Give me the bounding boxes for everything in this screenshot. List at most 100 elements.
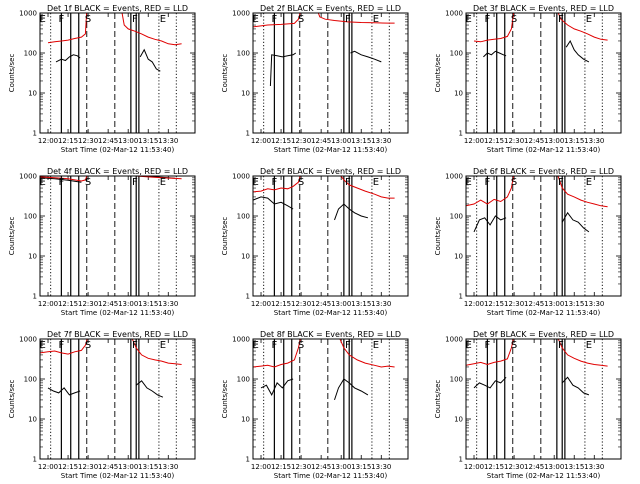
x-axis-label: Start Time (02-Mar-12 11:53:40): [274, 146, 388, 154]
x-tick-label: 12:45: [524, 463, 544, 471]
phase-marker: E: [40, 177, 46, 188]
x-tick-label: 13:30: [371, 300, 391, 308]
panel-det-2f: Det 2f BLACK = Events, RED = LLD Counts/s…: [221, 4, 409, 154]
phase-marker: E: [373, 340, 379, 351]
x-tick-label: 13:15: [351, 463, 371, 471]
x-tick-label: 13:30: [371, 463, 391, 471]
x-tick-label: 13:30: [158, 463, 178, 471]
phase-marker: F: [271, 177, 277, 188]
phase-marker: F: [271, 340, 277, 351]
y-tick-label: 1000: [19, 10, 37, 18]
phase-marker: E: [586, 340, 592, 351]
series-line-events: [269, 52, 297, 87]
y-tick-label: 1000: [445, 10, 463, 18]
y-tick-label: 10: [454, 90, 463, 98]
panel-title: Det 3f BLACK = Events, RED = LLD: [473, 4, 614, 13]
phase-marker: E: [586, 14, 592, 25]
series-line-lld: [47, 13, 88, 44]
phase-marker: E: [253, 177, 259, 188]
phase-marker: F: [345, 340, 351, 351]
phase-marker: F: [345, 14, 351, 25]
panel-plot-area: [40, 339, 182, 459]
x-tick-label: 13:15: [138, 137, 158, 145]
phase-marker: F: [132, 177, 138, 188]
series-line-lld: [557, 176, 608, 208]
series-line-events: [473, 376, 507, 389]
phase-marker: F: [484, 340, 490, 351]
x-tick-label: 12:00: [38, 137, 58, 145]
phase-marker: F: [558, 340, 564, 351]
series-line-lld: [131, 339, 182, 365]
x-tick-label: 13:15: [564, 463, 584, 471]
x-tick-label: 12:00: [464, 300, 484, 308]
x-tick-label: 13:15: [351, 300, 371, 308]
x-tick-label: 12:00: [251, 300, 271, 308]
panel-frame: [252, 338, 409, 460]
x-tick-label: 12:15: [484, 463, 504, 471]
phase-marker: E: [160, 177, 166, 188]
x-tick-label: 12:15: [58, 300, 78, 308]
y-tick-label: 1000: [445, 173, 463, 181]
x-tick-label: 12:00: [464, 137, 484, 145]
x-tick-label: 13:00: [118, 137, 138, 145]
y-tick-label: 1000: [19, 336, 37, 344]
phase-marker: F: [132, 340, 138, 351]
phase-marker: E: [466, 14, 472, 25]
phase-marker: F: [58, 14, 64, 25]
x-tick-label: 13:00: [331, 137, 351, 145]
phase-marker: F: [58, 177, 64, 188]
y-tick-label: 1000: [232, 10, 250, 18]
series-line-lld: [40, 339, 88, 355]
x-tick-label: 13:30: [371, 137, 391, 145]
y-tick-label: 1000: [19, 173, 37, 181]
x-tick-label: 13:30: [584, 300, 604, 308]
y-tick-label: 10: [241, 416, 250, 424]
panel-plot-area: [473, 13, 608, 133]
y-tick-label: 100: [237, 376, 250, 384]
x-tick-label: 12:00: [251, 137, 271, 145]
y-tick-label: 10: [28, 416, 37, 424]
y-tick-label: 1: [459, 456, 463, 464]
panel-frame: [39, 12, 196, 134]
x-axis-label: Start Time (02-Mar-12 11:53:40): [487, 309, 601, 317]
series-line-lld: [339, 339, 395, 368]
x-tick-label: 12:45: [524, 137, 544, 145]
panel-frame: [465, 175, 622, 297]
x-tick-label: 13:00: [544, 137, 564, 145]
y-tick-label: 1: [459, 293, 463, 301]
phase-marker: E: [466, 340, 472, 351]
phase-marker: E: [40, 14, 46, 25]
x-tick-label: 12:15: [58, 463, 78, 471]
series-line-lld: [557, 339, 608, 367]
y-tick-label: 1: [33, 456, 37, 464]
series-line-lld: [340, 176, 395, 199]
series-line-lld: [317, 13, 395, 24]
x-axis-label: Start Time (02-Mar-12 11:53:40): [61, 472, 175, 480]
series-line-events: [561, 376, 590, 396]
x-tick-label: 13:15: [564, 300, 584, 308]
series-line-lld: [466, 339, 514, 366]
y-axis-label: Counts/sec: [221, 54, 229, 93]
x-tick-label: 12:00: [464, 463, 484, 471]
panel-det-4f: Det 4f BLACK = Events, RED = LLD Counts/s…: [8, 167, 196, 317]
panel-plot-area: [47, 13, 182, 133]
panel-det-7f: Det 7f BLACK = Events, RED = LLD Counts/s…: [8, 330, 196, 480]
x-tick-label: 12:30: [504, 300, 524, 308]
y-tick-label: 1000: [232, 336, 250, 344]
series-line-lld: [40, 176, 88, 182]
x-tick-label: 12:30: [78, 300, 98, 308]
panel-plot-area: [253, 176, 395, 296]
y-axis-label: Counts/sec: [434, 54, 442, 93]
series-line-events: [260, 378, 294, 397]
x-tick-label: 12:45: [98, 300, 118, 308]
phase-marker: F: [484, 177, 490, 188]
panel-title: Det 8f BLACK = Events, RED = LLD: [260, 330, 401, 339]
series-line-events: [135, 380, 164, 398]
phase-marker: E: [466, 177, 472, 188]
panel-det-1f: Det 1f BLACK = Events, RED = LLD Counts/s…: [8, 4, 196, 154]
x-tick-label: 13:30: [158, 137, 178, 145]
x-axis-label: Start Time (02-Mar-12 11:53:40): [487, 146, 601, 154]
y-tick-label: 10: [241, 253, 250, 261]
x-tick-label: 13:15: [351, 137, 371, 145]
